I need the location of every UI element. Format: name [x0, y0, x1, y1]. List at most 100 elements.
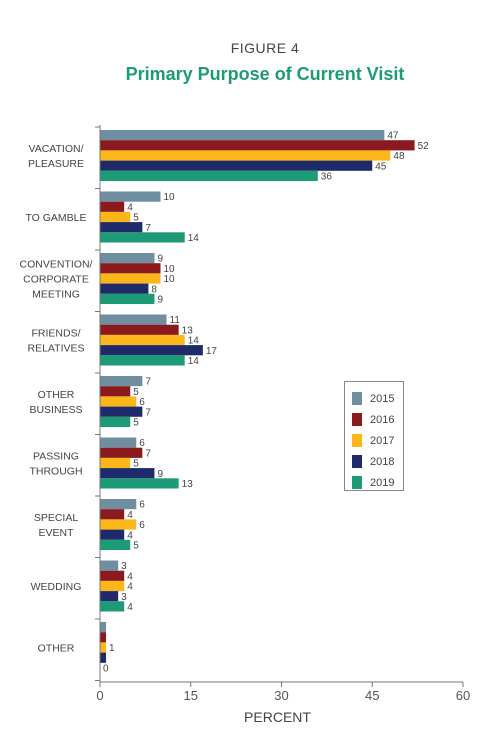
- data-label: 0: [103, 664, 109, 675]
- data-label: 5: [133, 418, 139, 429]
- bar-2015-8: [100, 622, 107, 633]
- x-tick-label: 0: [96, 688, 103, 703]
- x-tick-label: 45: [365, 688, 379, 703]
- x-tick-label: 15: [184, 688, 198, 703]
- legend-item: 2018: [352, 451, 403, 472]
- bar-2018-1: [100, 222, 143, 233]
- category-label: EVENT: [38, 527, 74, 539]
- bar-2018-6: [100, 529, 125, 540]
- bar-2018-0: [100, 160, 373, 171]
- data-label: 10: [164, 264, 176, 275]
- category-label: PASSING: [33, 451, 79, 463]
- bar-2016-1: [100, 201, 125, 212]
- data-label: 6: [139, 438, 145, 449]
- bar-2019-7: [100, 601, 125, 612]
- legend-item: 2019: [352, 472, 403, 493]
- data-label: 36: [321, 172, 333, 183]
- bar-2015-3: [100, 314, 167, 325]
- category-label: MEETING: [32, 289, 80, 301]
- bar-2019-0: [100, 170, 318, 181]
- data-label: 6: [139, 397, 145, 408]
- data-label: 1: [109, 643, 115, 654]
- data-label: 5: [133, 213, 139, 224]
- bar-2017-8: [100, 642, 107, 653]
- data-label: 7: [145, 377, 151, 388]
- bar-2018-8: [100, 652, 107, 663]
- legend-label: 2018: [370, 455, 395, 468]
- bar-2018-5: [100, 468, 155, 479]
- data-label: 3: [121, 561, 127, 572]
- bar-2015-7: [100, 560, 119, 571]
- data-label: 48: [393, 151, 405, 162]
- x-axis-title: PERCENT: [244, 709, 311, 725]
- bar-2015-5: [100, 437, 137, 448]
- bar-2017-4: [100, 396, 137, 407]
- category-label: THROUGH: [29, 466, 82, 478]
- data-label: 11: [170, 315, 181, 326]
- legend-swatch: [352, 434, 362, 447]
- category-label: TO GAMBLE: [25, 212, 86, 224]
- bar-2015-6: [100, 499, 137, 510]
- bar-2017-2: [100, 273, 161, 284]
- bar-2019-1: [100, 232, 185, 243]
- category-label: OTHER: [38, 643, 75, 655]
- legend-label: 2017: [370, 434, 395, 447]
- category-label: WEDDING: [31, 581, 82, 593]
- data-label: 4: [127, 602, 133, 613]
- data-label: 13: [182, 325, 194, 336]
- bar-2015-1: [100, 191, 161, 202]
- data-label: 7: [145, 448, 151, 459]
- data-label: 4: [127, 571, 133, 582]
- x-tick-label: 30: [274, 688, 288, 703]
- data-label: 13: [182, 479, 194, 490]
- legend-item: 2016: [352, 409, 403, 430]
- legend-label: 2016: [370, 413, 395, 426]
- data-label: 52: [418, 141, 430, 152]
- data-label: 4: [127, 582, 133, 593]
- category-label: CORPORATE: [23, 274, 89, 286]
- category-label: SPECIAL: [34, 512, 79, 524]
- data-label: 9: [157, 254, 163, 265]
- bar-2016-5: [100, 447, 143, 458]
- bar-2017-5: [100, 457, 131, 469]
- data-label: 9: [157, 295, 163, 306]
- data-label: 5: [133, 459, 139, 470]
- bar-2018-3: [100, 345, 203, 356]
- bar-2019-5: [100, 478, 179, 489]
- legend-label: 2015: [370, 392, 395, 405]
- bar-2019-2: [100, 293, 155, 304]
- bar-2018-2: [100, 283, 149, 294]
- bar-2016-6: [100, 509, 125, 520]
- bar-2018-7: [100, 591, 119, 602]
- data-label: 6: [139, 500, 145, 511]
- bar-2017-0: [100, 150, 391, 161]
- data-label: 17: [206, 346, 218, 357]
- category-label: FRIENDS/: [31, 328, 80, 340]
- data-label: 9: [157, 469, 163, 480]
- bar-2018-4: [100, 406, 143, 417]
- bar-2019-4: [100, 416, 131, 427]
- figure-label: FIGURE 4: [230, 40, 300, 56]
- category-label: RELATIVES: [28, 343, 85, 355]
- data-label: 14: [188, 336, 200, 347]
- bar-2019-3: [100, 355, 185, 366]
- data-label: 47: [387, 131, 399, 142]
- category-label: CONVENTION/: [20, 259, 93, 271]
- bar-2016-8: [100, 632, 107, 643]
- legend-item: 2015: [352, 388, 403, 409]
- bar-2016-4: [100, 386, 131, 397]
- data-label: 3: [121, 592, 127, 603]
- chart-title: Primary Purpose of Current Visit: [125, 64, 405, 84]
- legend-label: 2019: [370, 476, 395, 489]
- category-label: OTHER: [38, 389, 75, 401]
- legend-swatch: [352, 455, 362, 468]
- category-label: PLEASURE: [28, 158, 84, 170]
- data-label: 10: [164, 274, 176, 285]
- legend-swatch: [352, 476, 362, 489]
- bar-2017-1: [100, 211, 131, 223]
- legend-item: 2017: [352, 430, 403, 451]
- bar-2017-7: [100, 580, 125, 592]
- data-label: 45: [375, 161, 387, 172]
- data-label: 4: [127, 530, 133, 541]
